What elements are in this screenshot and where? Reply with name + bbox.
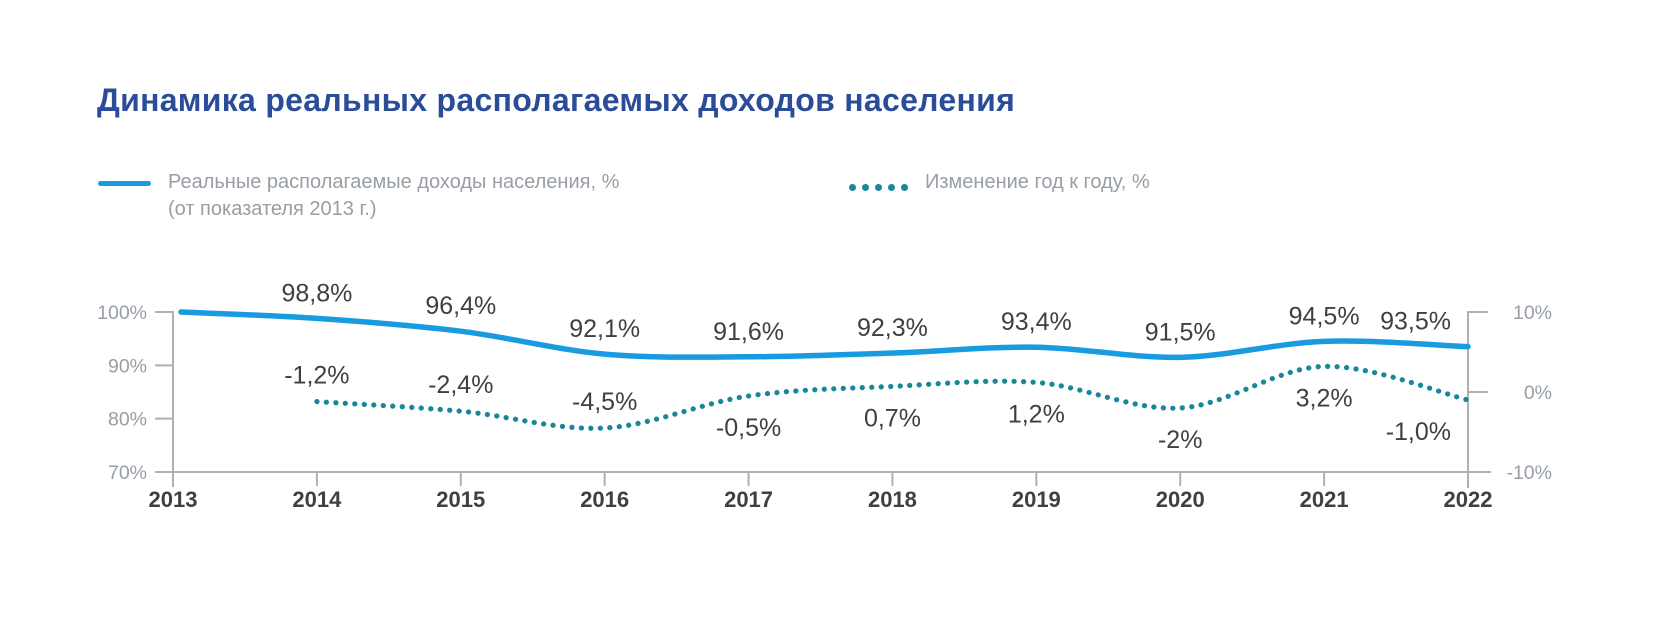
legend-item-income: Реальные располагаемые доходы населения,… — [168, 169, 619, 223]
left-axis-tick-label: 100% — [97, 302, 147, 324]
x-axis-year-label: 2015 — [436, 487, 485, 512]
right-axis-tick-label: 10% — [1513, 302, 1552, 324]
data-point-label: 96,4% — [425, 292, 496, 320]
data-point-label: 92,1% — [569, 315, 640, 343]
right-axis-tick-label: 0% — [1524, 382, 1552, 404]
x-axis-year-label: 2020 — [1156, 487, 1205, 512]
legend-dot — [901, 184, 908, 191]
data-point-label: -1,2% — [284, 362, 349, 390]
legend-item-yoy: Изменение год к году, % — [925, 171, 1150, 193]
left-axis-tick-label: 90% — [108, 355, 147, 377]
x-axis-year-label: 2017 — [724, 487, 773, 512]
data-point-label: 91,5% — [1145, 318, 1216, 346]
income-line — [178, 309, 1471, 361]
x-axis-year-label: 2019 — [1012, 487, 1061, 512]
data-point-label: 93,4% — [1001, 308, 1072, 336]
legend-income-label-line1: Реальные располагаемые доходы населения,… — [168, 171, 620, 193]
data-point-label: -1,0% — [1386, 418, 1451, 446]
data-point-label: 93,5% — [1380, 308, 1451, 336]
x-axis-year-label: 2022 — [1444, 487, 1493, 512]
data-point-label: 0,7% — [864, 404, 921, 432]
legend-dotted-swatch — [849, 184, 908, 191]
legend-dot — [862, 184, 869, 191]
yoy-change-dotted-line — [314, 363, 1471, 431]
x-axis-year-label: 2013 — [149, 487, 198, 512]
left-axis-tick-label: 80% — [108, 409, 147, 431]
data-point-label: 91,6% — [713, 318, 784, 346]
legend-dot — [849, 184, 856, 191]
x-axis-year-label: 2021 — [1300, 487, 1349, 512]
x-axis-year-label: 2014 — [292, 487, 342, 512]
chart-title: Динамика реальных располагаемых доходов … — [97, 82, 1016, 118]
left-axis-tick-label: 70% — [108, 462, 147, 484]
legend-dot — [875, 184, 882, 191]
data-point-label: 1,2% — [1008, 400, 1065, 428]
data-point-label: 94,5% — [1289, 302, 1360, 330]
data-point-label: -2,4% — [428, 371, 493, 399]
x-axis-year-label: 2018 — [868, 487, 917, 512]
legend-dot — [888, 184, 895, 191]
legend-income-label-line2: (от показателя 2013 г.) — [168, 198, 377, 220]
data-point-label: -0,5% — [716, 414, 781, 442]
right-axis-tick-label: -10% — [1506, 462, 1552, 484]
data-point-label: 92,3% — [857, 314, 928, 342]
legend-solid-line-swatch — [98, 181, 151, 186]
data-point-label: 3,2% — [1296, 384, 1353, 412]
data-point-label: -2% — [1158, 426, 1202, 454]
data-point-label: -4,5% — [572, 388, 637, 416]
x-axis-year-label: 2016 — [580, 487, 629, 512]
data-point-label: 98,8% — [281, 279, 352, 307]
